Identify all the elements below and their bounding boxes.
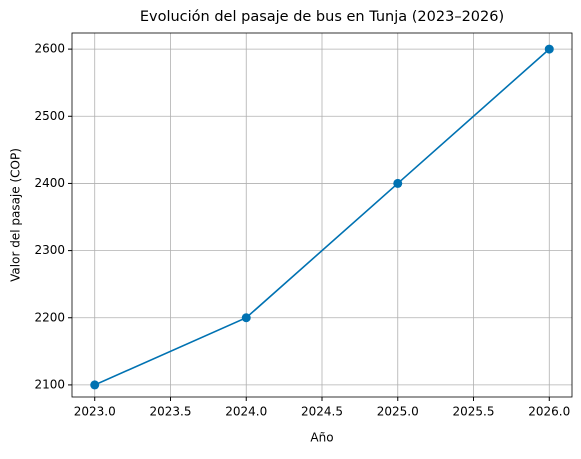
chart-title: Evolución del pasaje de bus en Tunja (20… <box>140 9 504 25</box>
data-point <box>90 380 100 390</box>
x-tick-label: 2024.5 <box>301 405 343 419</box>
data-point <box>241 313 251 323</box>
y-tick-label: 2500 <box>34 109 65 123</box>
data-line <box>94 48 550 386</box>
x-tick-label: 2025.5 <box>453 405 495 419</box>
x-tick-label: 2023.5 <box>149 405 191 419</box>
data-point <box>393 178 403 188</box>
x-tick-label: 2026.0 <box>528 405 570 419</box>
y-tick-label: 2300 <box>34 243 65 257</box>
x-tick-label: 2023.0 <box>74 405 116 419</box>
y-axis-label: Valor del pasaje (COP) <box>9 148 23 282</box>
data-point <box>544 44 554 54</box>
plot-frame <box>71 32 573 398</box>
y-tick-label: 2200 <box>34 310 65 324</box>
x-axis-label: Año <box>310 431 333 445</box>
x-tick-label: 2025.0 <box>377 405 419 419</box>
y-tick-label: 2100 <box>34 377 65 391</box>
y-tick-label: 2600 <box>34 42 65 56</box>
x-tick-label: 2024.0 <box>225 405 267 419</box>
y-tick-label: 2400 <box>34 176 65 190</box>
